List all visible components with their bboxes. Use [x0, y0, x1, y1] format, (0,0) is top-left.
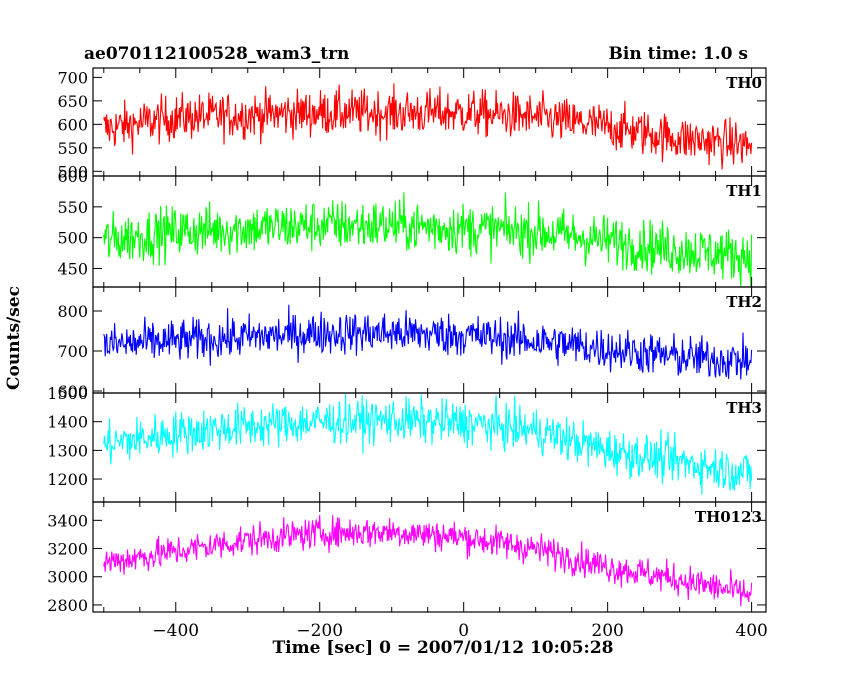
panel-th0123: 2800 3000 3200 3400 TH0123: [47, 501, 767, 615]
bin-time-label: Bin time: 1.0 s: [608, 44, 748, 64]
series-label-th1: TH1: [726, 182, 762, 200]
panel-th3: 1200 1300 1400 1500 TH3: [47, 384, 767, 503]
y-tick-label: 650: [57, 92, 88, 111]
panel-frame: [92, 501, 767, 613]
series-label-th0123: TH0123: [695, 508, 762, 526]
y-tick-label: 2800: [47, 596, 88, 615]
series-line-th1: [103, 192, 753, 287]
y-axis-label: Counts/sec: [4, 286, 24, 390]
panel-th0: 500 550 600 650 700 TH0: [57, 67, 767, 181]
series-line-th0123: [103, 514, 753, 607]
y-tick-label: 800: [57, 302, 88, 321]
series-label-th3: TH3: [726, 399, 762, 417]
x-axis-label: Time [sec] 0 = 2007/01/12 10:05:28: [272, 638, 614, 658]
y-tick-label: 3400: [47, 511, 88, 530]
y-tick-label: 1500: [47, 384, 88, 403]
y-tick-label: 700: [57, 68, 88, 87]
x-tick-label: 400: [735, 621, 767, 641]
y-tick-label: 1400: [47, 413, 88, 432]
series-line-th2: [103, 304, 753, 380]
series-line-th3: [103, 393, 753, 495]
x-tick-label: 0: [458, 621, 469, 641]
y-tick-label: 700: [57, 342, 88, 361]
y-tick-label: 600: [57, 382, 88, 401]
series-line-th0: [103, 83, 753, 170]
series-label-th2: TH2: [726, 293, 762, 311]
y-tick-label: 500: [57, 162, 88, 181]
y-tick-label: 600: [57, 167, 88, 186]
x-tick-label: 200: [591, 621, 623, 641]
y-tick-label: 3000: [47, 568, 88, 587]
y-tick-label: 1200: [47, 470, 88, 489]
y-tick-label: 550: [57, 139, 88, 158]
observation-title: ae070112100528_wam3_trn: [84, 44, 350, 64]
x-tick-label: −400: [152, 621, 199, 641]
y-tick-label: 600: [57, 115, 88, 134]
x-tick-label: −200: [296, 621, 343, 641]
panel-th1: 450 500 550 600 TH1: [57, 167, 767, 288]
y-tick-label: 550: [57, 198, 88, 217]
y-tick-label: 450: [57, 260, 88, 279]
y-tick-label: 1300: [47, 441, 88, 460]
series-label-th0: TH0: [726, 74, 762, 92]
y-tick-label: 3200: [47, 540, 88, 559]
y-tick-label: 500: [57, 229, 88, 248]
panel-th2: 600 700 800 TH2: [57, 286, 767, 401]
